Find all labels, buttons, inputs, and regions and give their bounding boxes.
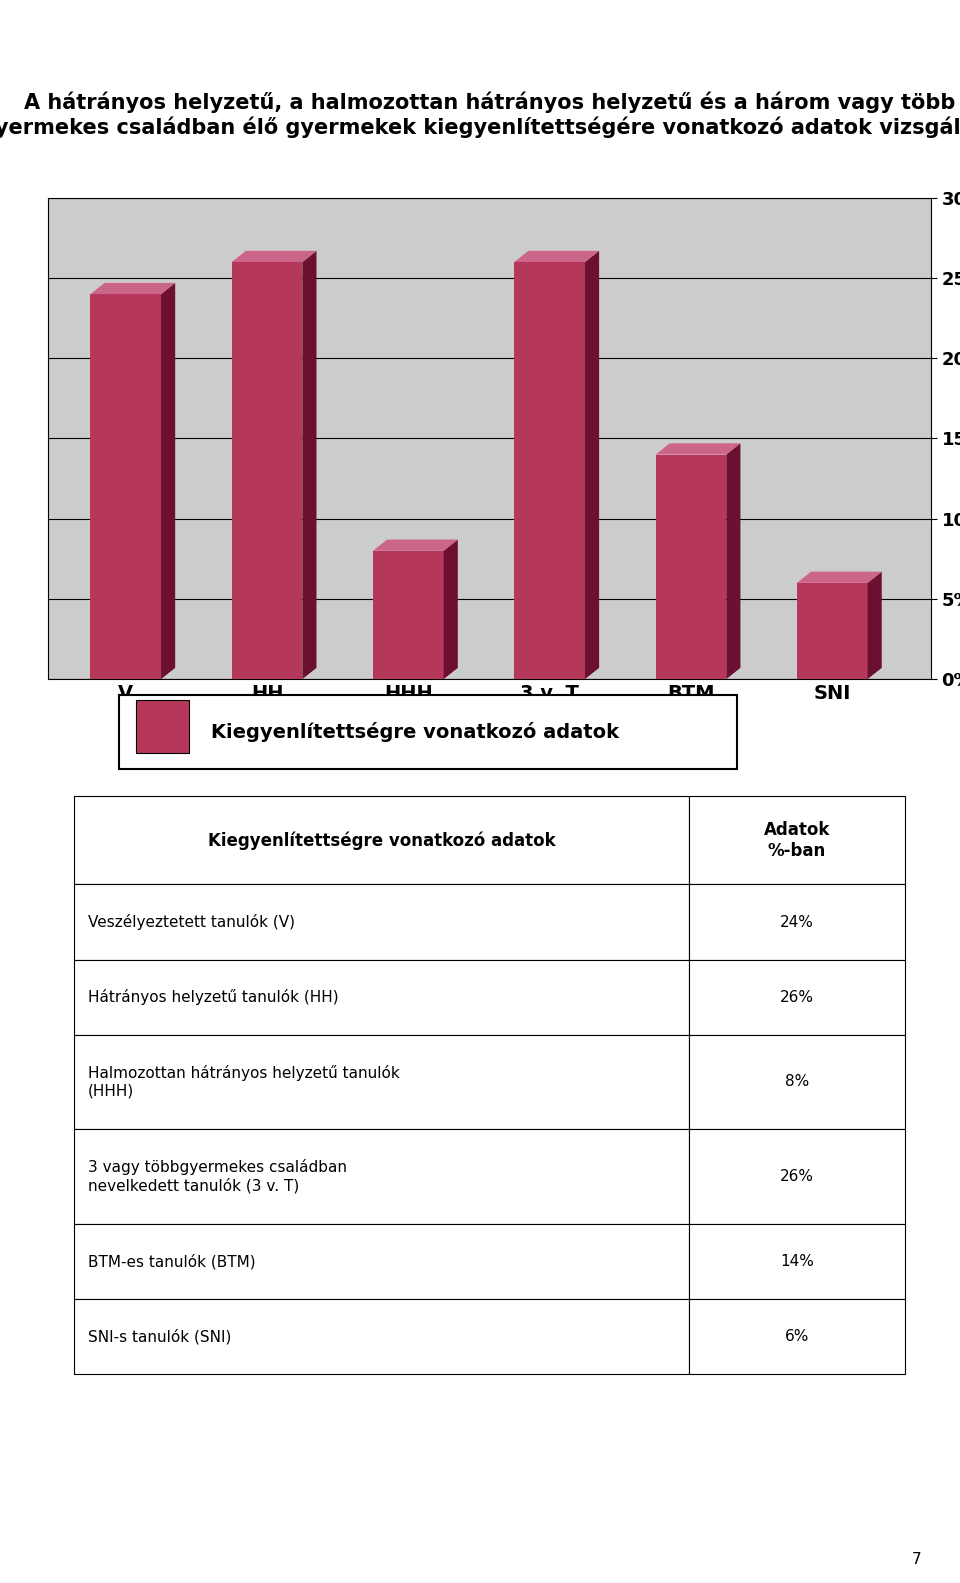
Text: 26%: 26% [780,1168,814,1184]
Text: BTM-es tanulók (BTM): BTM-es tanulók (BTM) [87,1254,255,1270]
Text: SNI-s tanulók (SNI): SNI-s tanulók (SNI) [87,1328,231,1344]
FancyBboxPatch shape [689,1224,904,1298]
Polygon shape [231,250,317,263]
FancyBboxPatch shape [689,1035,904,1129]
FancyBboxPatch shape [75,1035,689,1129]
Text: Adatok
%-ban: Adatok %-ban [763,822,830,860]
Text: Veszélyeztetett tanulók (V): Veszélyeztetett tanulók (V) [87,913,295,931]
Polygon shape [585,250,599,679]
Text: Halmozottan hátrányos helyzetű tanulók
(HHH): Halmozottan hátrányos helyzetű tanulók (… [87,1065,399,1099]
Polygon shape [656,443,740,454]
FancyBboxPatch shape [75,796,689,885]
Polygon shape [656,454,727,679]
Text: 14%: 14% [780,1254,814,1270]
Polygon shape [444,540,458,679]
Polygon shape [515,263,585,679]
Polygon shape [797,571,881,583]
Text: A hátrányos helyzetű, a halmozottan hátrányos helyzetű és a három vagy több
gyer: A hátrányos helyzetű, a halmozottan hátr… [0,92,960,138]
Polygon shape [161,283,175,679]
Polygon shape [727,443,740,679]
Polygon shape [302,250,317,679]
FancyBboxPatch shape [75,959,689,1035]
Polygon shape [90,294,161,679]
Polygon shape [373,540,458,551]
FancyBboxPatch shape [689,796,904,885]
FancyBboxPatch shape [75,1224,689,1298]
Text: 3 vagy többgyermekes családban
nevelkedett tanulók (3 v. T): 3 vagy többgyermekes családban nevelkede… [87,1159,347,1194]
Polygon shape [515,250,599,263]
Polygon shape [231,263,302,679]
FancyBboxPatch shape [75,885,689,959]
FancyBboxPatch shape [75,1298,689,1374]
Text: 7: 7 [912,1553,922,1567]
Text: Kiegyenlítettségre vonatkozó adatok: Kiegyenlítettségre vonatkozó adatok [208,831,556,850]
Polygon shape [797,583,868,679]
Polygon shape [868,571,881,679]
Text: Hátrányos helyzetű tanulók (HH): Hátrányos helyzetű tanulók (HH) [87,989,338,1005]
FancyBboxPatch shape [689,959,904,1035]
Text: 26%: 26% [780,989,814,1005]
FancyBboxPatch shape [689,1298,904,1374]
Polygon shape [90,283,175,294]
FancyBboxPatch shape [136,700,189,754]
FancyBboxPatch shape [689,1129,904,1224]
Polygon shape [373,551,444,679]
Text: 8%: 8% [784,1075,809,1089]
FancyBboxPatch shape [119,695,737,769]
Text: Kiegyenlítettségre vonatkozó adatok: Kiegyenlítettségre vonatkozó adatok [211,722,619,742]
Text: 24%: 24% [780,915,814,929]
FancyBboxPatch shape [689,885,904,959]
Text: 6%: 6% [784,1328,809,1344]
FancyBboxPatch shape [75,1129,689,1224]
